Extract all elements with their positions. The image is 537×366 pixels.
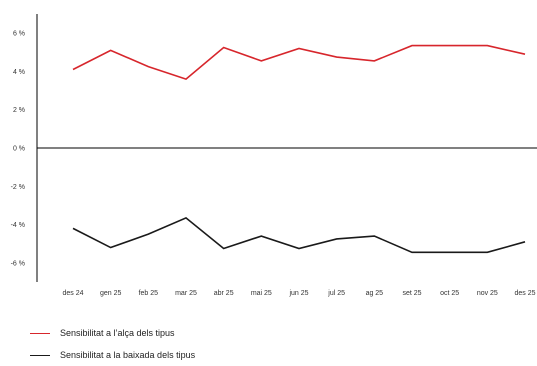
y-tick-label: -4 % [11,222,25,229]
y-axis-ticks: -6 % -4 % -2 % 0 % 2 % 4 % 6 % [11,31,25,268]
x-tick-label: jul 25 [327,290,345,297]
x-axis-ticks: des 24 gen 25 feb 25 mar 25 abr 25 mai 25 jun … [62,290,535,297]
x-tick-label: mai 25 [251,290,272,297]
legend: Sensibilitat a l’alça dels tipus Sensibi… [30,322,195,366]
legend-item-down: Sensibilitat a la baixada dels tipus [30,344,195,366]
y-tick-label: 6 % [13,31,25,38]
legend-label-down: Sensibilitat a la baixada dels tipus [60,350,196,360]
x-tick-label: des 25 [514,290,535,297]
legend-label-up: Sensibilitat a l’alça dels tipus [60,328,175,338]
line-chart: -6 % -4 % -2 % 0 % 2 % 4 % 6 % des 24 gen 25 feb… [11,14,537,297]
x-tick-label: abr 25 [214,290,234,297]
x-tick-label: set 25 [402,290,421,297]
x-tick-label: jun 25 [288,290,308,297]
series-line-1 [72,216,526,254]
y-tick-label: -2 % [11,184,25,191]
x-tick-label: oct 25 [440,290,459,297]
legend-item-up: Sensibilitat a l’alça dels tipus [30,322,195,344]
y-tick-label: 0 % [13,146,25,153]
y-tick-label: 4 % [13,69,25,76]
x-tick-label: nov 25 [477,290,498,297]
x-tick-label: feb 25 [139,290,159,297]
y-tick-label: 2 % [13,107,25,114]
y-tick-label: -6 % [11,260,25,267]
series-line-0 [72,44,526,80]
x-tick-label: mar 25 [175,290,197,297]
legend-swatch-up [30,332,50,334]
legend-swatch-down [30,354,50,356]
x-tick-label: ag 25 [366,290,384,297]
x-tick-label: gen 25 [100,290,122,297]
x-tick-label: des 24 [62,290,83,297]
series-lines [72,44,526,254]
